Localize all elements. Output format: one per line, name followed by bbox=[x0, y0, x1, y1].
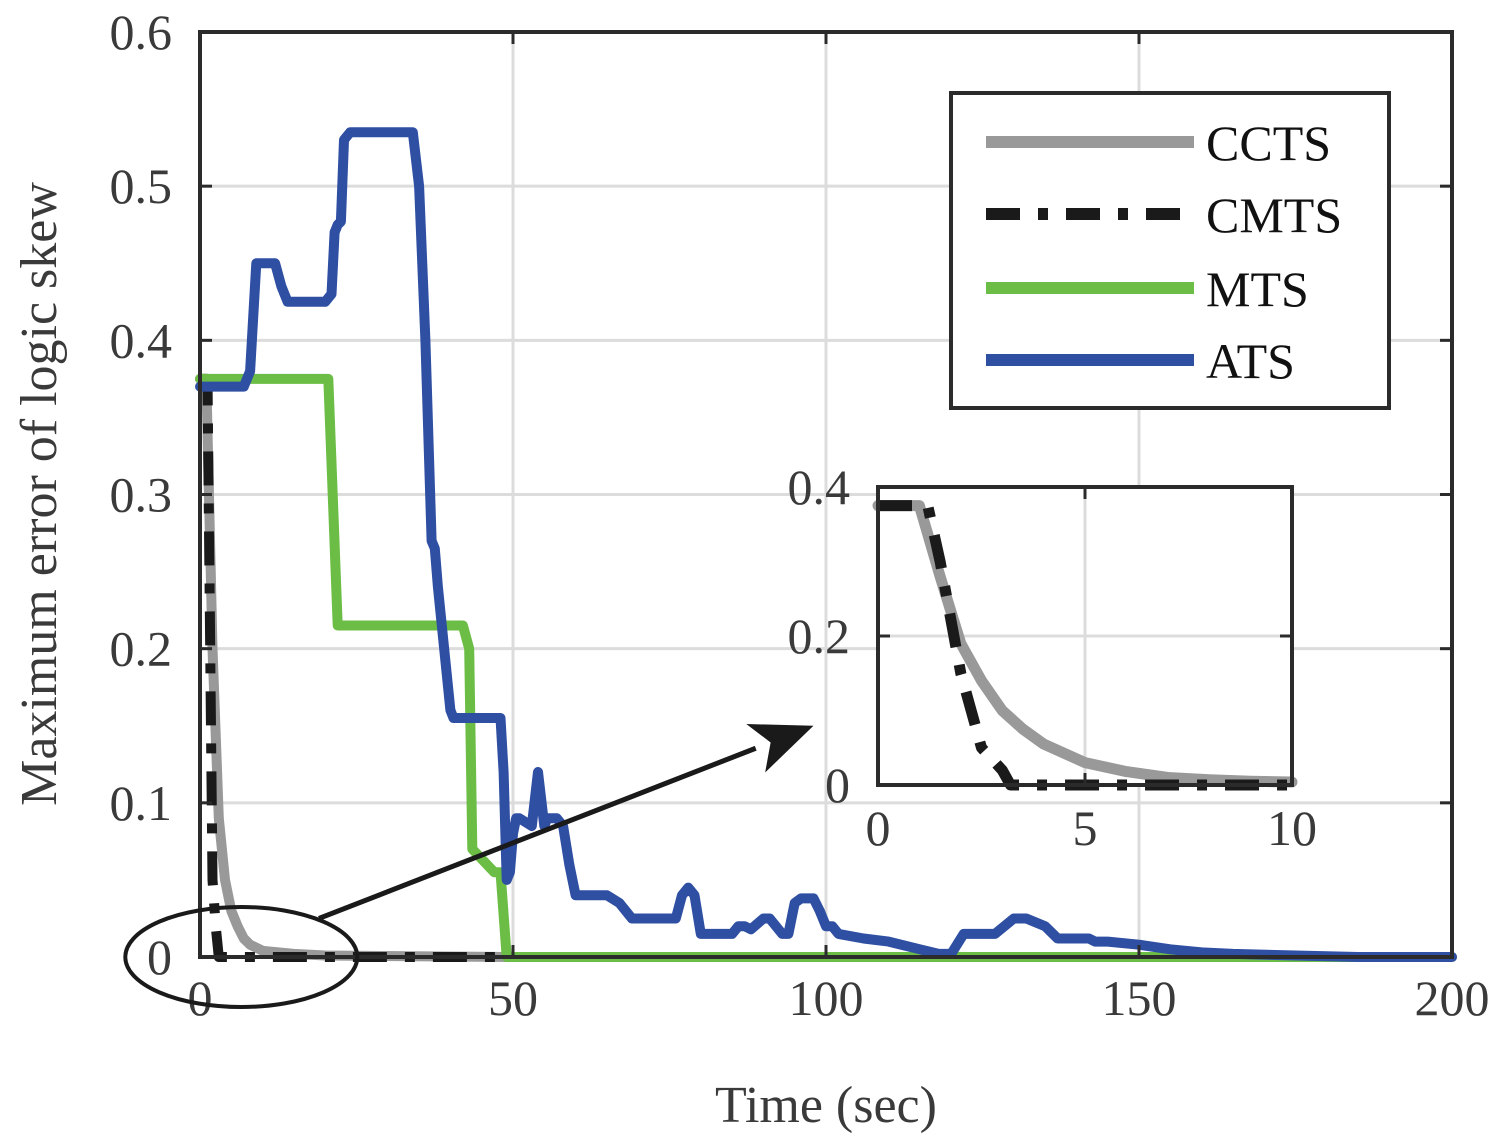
legend: CCTS CMTS MTS ATS bbox=[949, 91, 1391, 410]
inset-series-cmts bbox=[878, 500, 1292, 791]
inset-chart: 0 5 10 0 0.2 0.4 bbox=[788, 459, 1318, 856]
main-xtick-label-4: 200 bbox=[1415, 970, 1490, 1026]
inset-ticks bbox=[876, 485, 1294, 787]
inset-xtick-label-2: 10 bbox=[1267, 800, 1317, 856]
inset-ytick-label-0: 0 bbox=[825, 757, 850, 813]
main-series-cmts bbox=[200, 373, 513, 962]
x-axis-label: Time (sec) bbox=[715, 1077, 937, 1134]
inset-grid bbox=[878, 487, 1292, 785]
y-axis-label: Maximum error of logic skew bbox=[11, 182, 68, 806]
inset-ytick-label-2: 0.4 bbox=[788, 459, 851, 515]
inset-tick-labels: 0 5 10 0 0.2 0.4 bbox=[788, 459, 1318, 856]
inset-xtick-label-0: 0 bbox=[866, 800, 891, 856]
legend-label-cmts: CMTS bbox=[1206, 187, 1342, 243]
main-ytick-label-3: 0.3 bbox=[110, 467, 173, 523]
main-ytick-label-5: 0.5 bbox=[110, 158, 173, 214]
main-series-ats bbox=[195, 127, 1457, 962]
legend-label-ccts: CCTS bbox=[1206, 115, 1331, 171]
main-xtick-label-2: 100 bbox=[789, 970, 864, 1026]
inset-series bbox=[872, 500, 1298, 791]
main-ytick-label-4: 0.4 bbox=[110, 312, 173, 368]
zoom-arrow-head bbox=[746, 724, 814, 773]
main-xtick-label-1: 50 bbox=[488, 970, 538, 1026]
zoom-arrow-line bbox=[318, 745, 757, 921]
main-ticks bbox=[198, 30, 1454, 959]
main-xtick-label-3: 150 bbox=[1102, 970, 1177, 1026]
main-ytick-label-1: 0.1 bbox=[110, 775, 173, 831]
annotations bbox=[123, 724, 814, 1009]
legend-label-mts: MTS bbox=[1206, 261, 1309, 317]
legend-label-ats: ATS bbox=[1206, 333, 1295, 389]
inset-xtick-label-1: 5 bbox=[1073, 800, 1098, 856]
main-series-mts bbox=[195, 373, 1457, 962]
zoom-ellipse bbox=[123, 905, 360, 1009]
inset-ytick-label-1: 0.2 bbox=[788, 608, 851, 664]
main-ytick-label-6: 0.6 bbox=[110, 4, 173, 60]
main-xtick-label-0: 0 bbox=[188, 970, 213, 1026]
main-ytick-label-0: 0 bbox=[147, 929, 172, 985]
main-ytick-label-2: 0.2 bbox=[110, 621, 173, 677]
